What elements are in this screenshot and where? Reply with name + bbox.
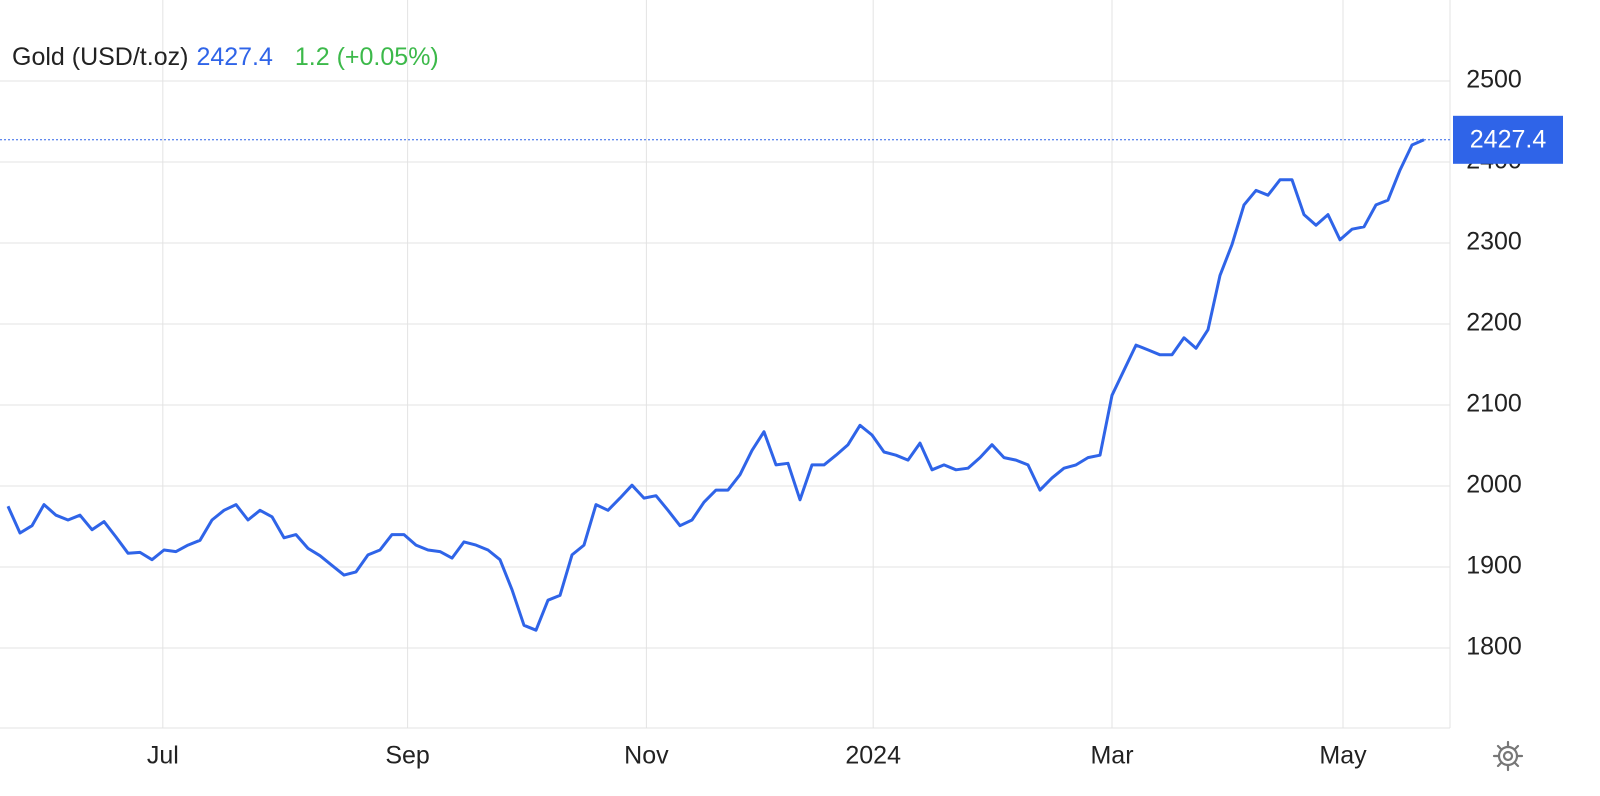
y-tick-label: 2500 xyxy=(1466,66,1522,94)
settings-button[interactable] xyxy=(1492,740,1524,772)
last-price-label: 2427.4 xyxy=(1470,125,1547,153)
y-tick-label: 2300 xyxy=(1466,228,1522,256)
y-tick-label: 2100 xyxy=(1466,390,1522,418)
x-tick-label: Nov xyxy=(624,742,669,770)
price-line xyxy=(6,138,1425,632)
y-tick-label: 2200 xyxy=(1466,309,1522,337)
y-tick-label: 2000 xyxy=(1466,471,1522,499)
last-price-box xyxy=(1453,115,1563,164)
x-tick-label: May xyxy=(1319,742,1367,770)
x-tick-label: Sep xyxy=(385,742,429,770)
header: Gold (USD/t.oz) 2427.4 1.2 (+0.05%) xyxy=(12,43,439,71)
x-tick-label: Mar xyxy=(1090,742,1133,770)
gear-teeth[interactable] xyxy=(1492,740,1524,772)
grid xyxy=(0,0,1450,728)
last-price: 2427.4 xyxy=(196,43,273,71)
marks xyxy=(0,138,1450,632)
x-tick-label: 2024 xyxy=(845,742,901,770)
y-tick-label: 1900 xyxy=(1466,552,1522,580)
chart-title: Gold (USD/t.oz) xyxy=(12,43,188,71)
price-change: 1.2 (+0.05%) xyxy=(295,43,439,71)
gear-inner[interactable] xyxy=(1502,750,1514,762)
x-tick-label: Jul xyxy=(147,742,179,770)
y-tick-label: 1800 xyxy=(1466,633,1522,661)
